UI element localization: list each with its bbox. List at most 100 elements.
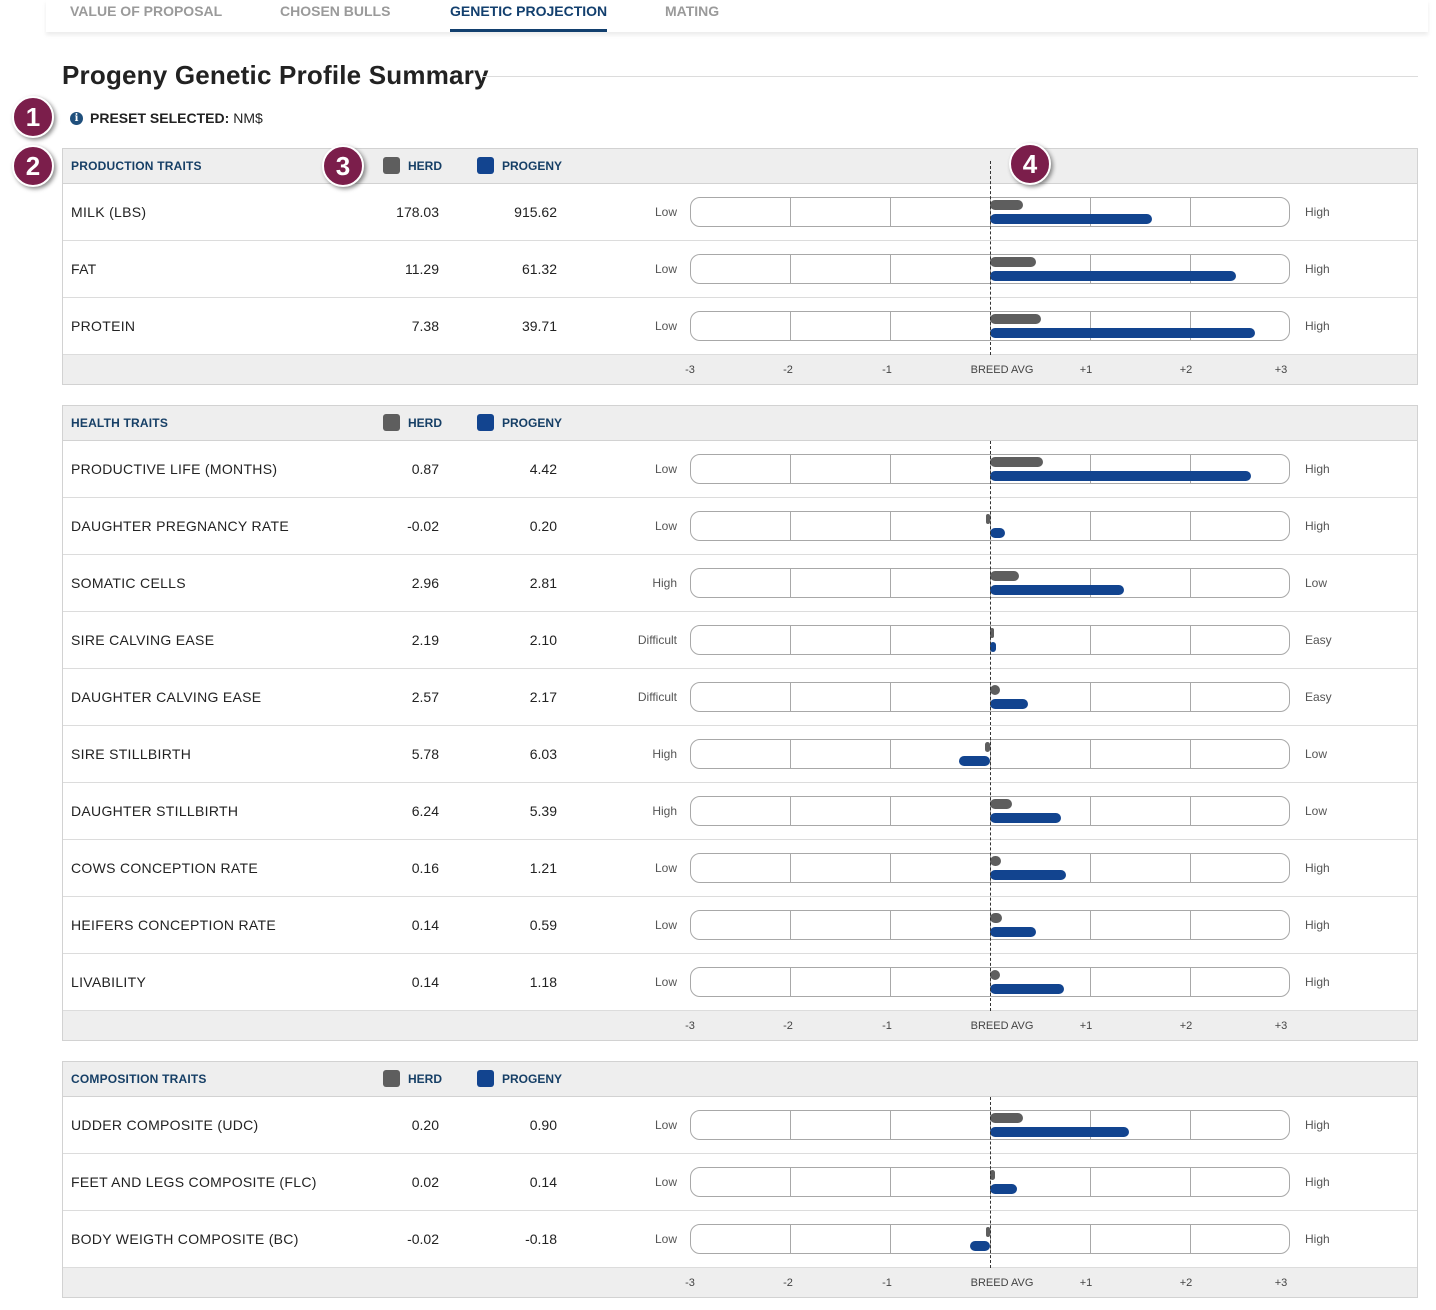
herd-value: 2.57 — [411, 689, 439, 705]
progeny-value: 915.62 — [514, 204, 557, 220]
axis-tick-label: BREED AVG — [970, 1277, 1034, 1289]
section-header: COMPOSITION TRAITS HERD PROGENY — [63, 1062, 1417, 1097]
trait-name: SIRE STILLBIRTH — [71, 746, 192, 762]
trait-row: PROTEIN 7.38 39.71 Low High — [63, 298, 1417, 355]
scale-right-label: Low — [1305, 576, 1328, 590]
trait-name: FAT — [71, 261, 97, 277]
preset-label: PRESET SELECTED: — [90, 110, 230, 126]
track-gridline — [1090, 797, 1091, 825]
score-track — [690, 796, 1290, 826]
legend-progeny: PROGENY — [477, 157, 562, 174]
scale-left-label: Low — [654, 918, 677, 932]
score-track — [690, 454, 1290, 484]
section-health-traits: HEALTH TRAITS HERD PROGENY PRODUCTIVE LI… — [62, 405, 1418, 1041]
herd-value: 2.19 — [411, 632, 439, 648]
progeny-value: 4.42 — [529, 461, 557, 477]
legend-herd: HERD — [383, 1070, 442, 1087]
track-gridline — [1190, 683, 1191, 711]
section-composition-traits: COMPOSITION TRAITS HERD PROGENY UDDER CO… — [62, 1061, 1418, 1298]
herd-score-bar — [986, 1227, 990, 1237]
trait-row: LIVABILITY 0.14 1.18 Low High — [63, 954, 1417, 1011]
tab-value-of-proposal[interactable]: VALUE OF PROPOSAL — [70, 3, 223, 19]
track-gridline — [1190, 854, 1191, 882]
progeny-swatch-icon — [477, 414, 494, 431]
scale-left-label: Low — [654, 262, 677, 276]
legend-progeny-label: PROGENY — [502, 415, 563, 430]
track-gridline — [1090, 740, 1091, 768]
trait-name: UDDER COMPOSITE (UDC) — [71, 1117, 259, 1133]
legend-herd-label: HERD — [408, 158, 443, 173]
progeny-score-bar — [990, 813, 1061, 823]
trait-row: PRODUCTIVE LIFE (MONTHS) 0.87 4.42 Low H… — [63, 441, 1417, 498]
track-gridline — [1090, 1168, 1091, 1196]
scale-left-label: Difficult — [637, 690, 677, 704]
track-gridline — [890, 198, 891, 226]
axis-tick-label: -1 — [882, 364, 892, 376]
tab-mating[interactable]: MATING — [665, 3, 720, 19]
axis-tick-label: -1 — [882, 1020, 892, 1032]
progeny-score-bar — [990, 1184, 1017, 1194]
info-icon[interactable]: i — [70, 111, 83, 125]
progeny-value: 2.81 — [529, 575, 557, 591]
progeny-score-bar — [990, 927, 1036, 937]
herd-score-bar — [990, 799, 1012, 809]
page-title: Progeny Genetic Profile Summary — [62, 60, 489, 90]
herd-score-bar — [990, 571, 1019, 581]
track-gridline — [890, 512, 891, 540]
track-gridline — [790, 740, 791, 768]
track-gridline — [790, 255, 791, 283]
herd-score-bar — [990, 628, 994, 638]
progeny-value: 61.32 — [521, 261, 557, 277]
tab-chosen-bulls[interactable]: CHOSEN BULLS — [280, 3, 391, 19]
herd-value: 6.24 — [411, 803, 439, 819]
herd-swatch-icon — [383, 1070, 400, 1087]
herd-swatch-icon — [383, 414, 400, 431]
score-track — [690, 568, 1290, 598]
score-track — [690, 311, 1290, 341]
axis-tick-label: +3 — [1274, 364, 1288, 376]
section-title: COMPOSITION TRAITS — [71, 1072, 207, 1086]
trait-row: SOMATIC CELLS 2.96 2.81 High Low — [63, 555, 1417, 612]
herd-value: 7.38 — [411, 318, 439, 334]
track-gridline — [1190, 1225, 1191, 1253]
herd-value: -0.02 — [407, 1231, 439, 1247]
scale-left-label: High — [652, 747, 677, 761]
score-track — [690, 197, 1290, 227]
score-axis: -3 -2 -1 BREED AVG +1 +2 +3 — [63, 1011, 1417, 1040]
axis-tick-label: +1 — [1079, 364, 1093, 376]
trait-row: SIRE CALVING EASE 2.19 2.10 Difficult Ea… — [63, 612, 1417, 669]
legend-progeny: PROGENY — [477, 1070, 562, 1087]
track-gridline — [1090, 626, 1091, 654]
legend-herd-label: HERD — [408, 1071, 443, 1086]
scale-right-label: Easy — [1305, 633, 1332, 647]
progeny-score-bar — [959, 756, 990, 766]
track-gridline — [1090, 198, 1091, 226]
track-gridline — [890, 1111, 891, 1139]
track-gridline — [990, 740, 991, 768]
track-gridline — [1190, 911, 1191, 939]
herd-value: 0.16 — [411, 860, 439, 876]
herd-value: 2.96 — [411, 575, 439, 591]
annotation-marker-2: 2 — [12, 145, 54, 187]
track-gridline — [1190, 968, 1191, 996]
scale-right-label: Low — [1305, 804, 1328, 818]
herd-value: 0.14 — [411, 974, 439, 990]
tab-bar: VALUE OF PROPOSAL CHOSEN BULLS GENETIC P… — [46, 0, 1428, 32]
score-track — [690, 625, 1290, 655]
track-gridline — [1090, 854, 1091, 882]
herd-score-bar — [990, 457, 1043, 467]
progeny-value: 5.39 — [529, 803, 557, 819]
progeny-value: 39.71 — [521, 318, 557, 334]
annotation-marker-1: 1 — [12, 96, 54, 138]
track-gridline — [1090, 1111, 1091, 1139]
track-gridline — [790, 512, 791, 540]
scale-right-label: High — [1305, 918, 1330, 932]
herd-score-bar — [990, 314, 1041, 324]
herd-score-bar — [990, 257, 1036, 267]
tab-genetic-projection[interactable]: GENETIC PROJECTION — [450, 3, 608, 32]
track-gridline — [790, 626, 791, 654]
track-gridline — [790, 854, 791, 882]
progeny-value: 0.59 — [529, 917, 557, 933]
track-gridline — [1090, 312, 1091, 340]
track-gridline — [890, 797, 891, 825]
